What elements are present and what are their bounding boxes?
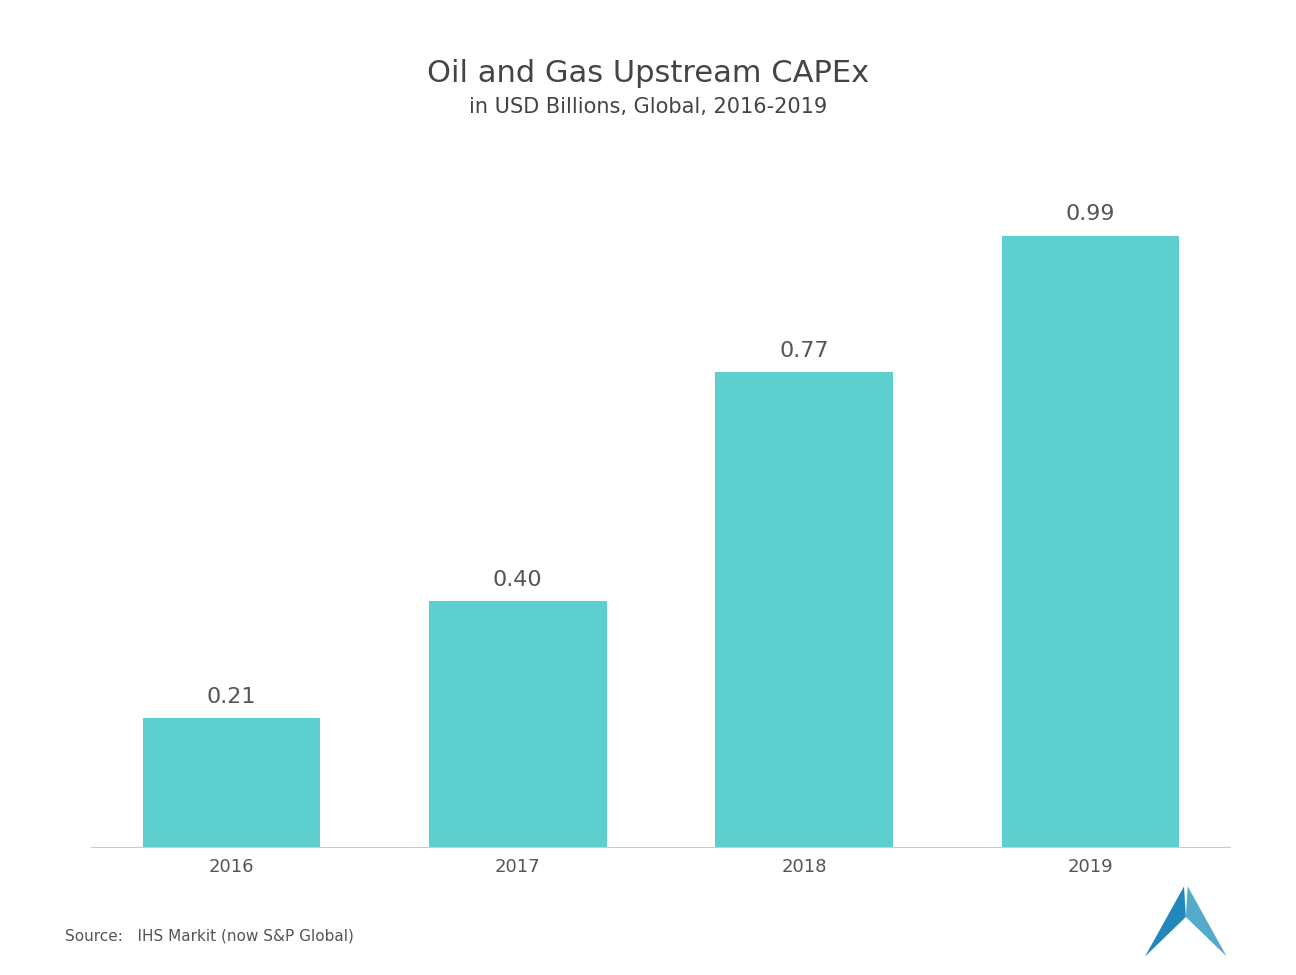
Bar	[429, 601, 607, 848]
Polygon shape	[1146, 886, 1186, 956]
Text: 0.40: 0.40	[492, 569, 543, 590]
Bar	[1002, 236, 1179, 848]
Bar	[143, 719, 320, 848]
Text: Source:   IHS Markit (now S&P Global): Source: IHS Markit (now S&P Global)	[65, 928, 354, 944]
Text: 0.77: 0.77	[779, 340, 829, 361]
Bar	[715, 371, 893, 848]
Text: in USD Billions, Global, 2016-2019: in USD Billions, Global, 2016-2019	[469, 98, 827, 117]
Text: 0.99: 0.99	[1065, 205, 1116, 224]
Text: Oil and Gas Upstream CAPEx: Oil and Gas Upstream CAPEx	[426, 58, 870, 88]
Polygon shape	[1186, 886, 1226, 956]
Text: 0.21: 0.21	[206, 687, 257, 707]
